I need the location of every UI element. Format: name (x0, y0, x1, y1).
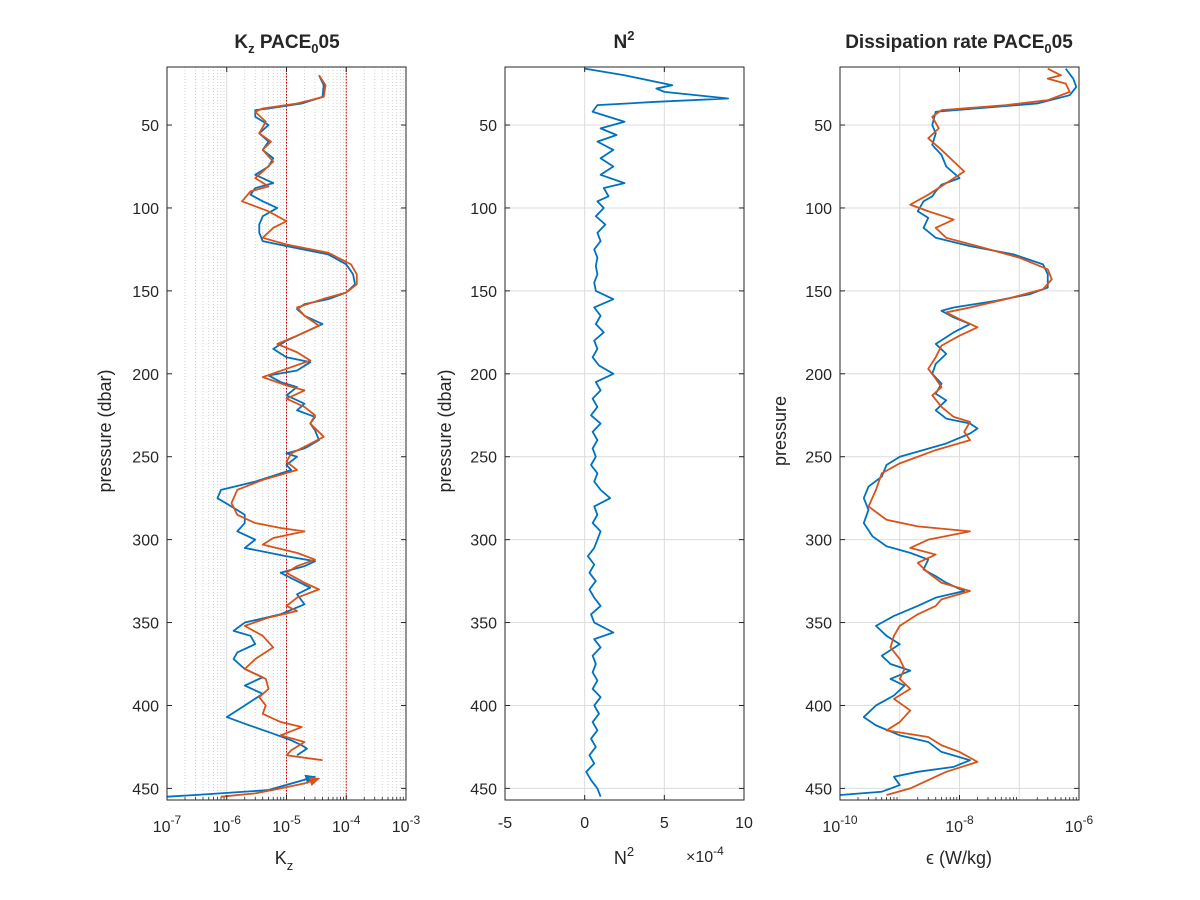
y-tick-label: 250 (470, 450, 497, 467)
x-tick-label: 10-6 (213, 813, 242, 836)
y-tick-label: 400 (470, 698, 497, 715)
series-line-1 (216, 74, 356, 756)
y-tick-label: 400 (132, 698, 159, 715)
panel-n2-title: N2 (614, 28, 635, 53)
series-tail-2 (220, 777, 320, 798)
x-tick-label: 10-7 (153, 813, 182, 836)
panel-n2-ylabel: pressure (dbar) (435, 369, 455, 492)
x-tick-label: 10-5 (272, 813, 301, 836)
panel-n2-xlabel: N2 (614, 844, 634, 868)
panel-dissipation-title: Dissipation rate PACE005 (845, 32, 1073, 56)
y-tick-label: 350 (470, 616, 497, 633)
panel-dissipation: Dissipation rate PACE005 ϵ (W/kg) pressu… (770, 32, 1094, 868)
series-tail-1 (167, 775, 316, 798)
y-tick-label: 150 (805, 284, 832, 301)
x-tick-label: 10-10 (822, 813, 857, 836)
y-tick-label: 100 (805, 201, 832, 218)
y-tick-label: 450 (132, 781, 159, 798)
x-tick-label: 10 (735, 815, 753, 832)
y-tick-label: 450 (470, 781, 497, 798)
x-tick-label: 0 (580, 815, 589, 832)
panel-n2: N2 N2 ×10-4 pressure (dbar) 501001502002… (435, 28, 753, 868)
series-line-2 (230, 74, 358, 762)
panel-dissipation-xlabel: ϵ (W/kg) (926, 848, 992, 868)
y-tick-label: 250 (132, 450, 159, 467)
series-line-1 (840, 68, 1078, 796)
series-line-2 (867, 67, 1071, 796)
panel-kz-title: Kz PACE005 (234, 32, 340, 56)
y-tick-label: 350 (805, 616, 832, 633)
y-tick-label: 50 (814, 118, 832, 135)
panel-dissipation-grid (839, 67, 1079, 800)
series-arrowhead-2 (308, 777, 321, 787)
y-tick-label: 300 (470, 533, 497, 550)
y-tick-label: 300 (805, 533, 832, 550)
panel-n2-grid (504, 67, 745, 800)
x-tick-label: 10-6 (1065, 813, 1094, 836)
y-tick-label: 400 (805, 698, 832, 715)
y-tick-label: 350 (132, 616, 159, 633)
series-line-1 (584, 67, 729, 798)
y-tick-label: 450 (805, 781, 832, 798)
x-tick-label: -5 (498, 815, 512, 832)
y-tick-label: 50 (479, 118, 497, 135)
y-tick-label: 150 (470, 284, 497, 301)
y-tick-label: 200 (132, 367, 159, 384)
x-tick-label: 5 (660, 815, 669, 832)
panel-kz-xlabel: Kz (275, 848, 294, 873)
panel-n2-axes-box (504, 66, 745, 801)
y-tick-label: 100 (132, 201, 159, 218)
panel-kz-ylabel: pressure (dbar) (95, 369, 115, 492)
y-tick-label: 100 (470, 201, 497, 218)
panel-kz: Kz PACE005 Kz pressure (dbar) 50 100 150 20… (95, 32, 421, 873)
y-tick-label: 300 (132, 533, 159, 550)
x-tick-label: 10-3 (392, 813, 421, 836)
y-tick-label: 150 (132, 284, 159, 301)
x-tick-label: 10-4 (332, 813, 361, 836)
panel-dissipation-ylabel: pressure (770, 396, 790, 466)
x-tick-label: 10-8 (945, 813, 974, 836)
panel-n2-plot-area (505, 67, 744, 800)
y-tick-label: 50 (141, 118, 159, 135)
y-tick-label: 200 (470, 367, 497, 384)
y-tick-label: 250 (805, 450, 832, 467)
panel-n2-exponent-label: ×10-4 (686, 844, 724, 866)
y-tick-label: 200 (805, 367, 832, 384)
